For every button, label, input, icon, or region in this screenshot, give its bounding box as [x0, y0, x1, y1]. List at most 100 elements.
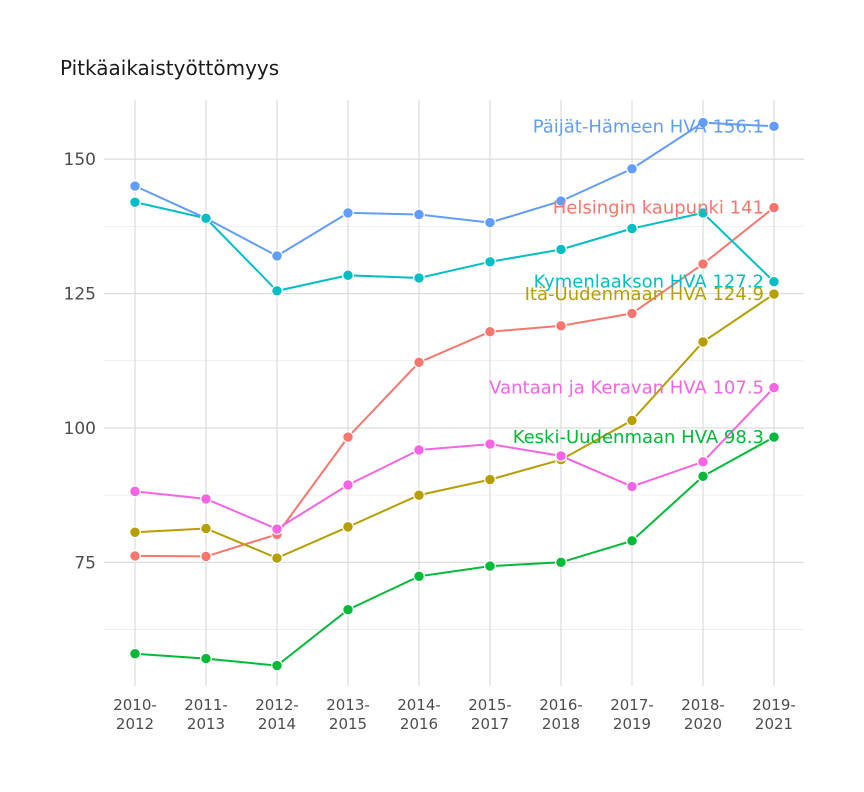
data-point-vantaan-ja-keravan-hva [626, 480, 638, 493]
data-point-keski-uudenmaan-hva [555, 556, 567, 569]
data-point-vantaan-ja-keravan-hva [200, 493, 212, 505]
data-point-paijat-hameen-hva [555, 195, 567, 207]
y-tick-label: 75 [74, 553, 96, 573]
x-tick-label: 2010- [113, 696, 157, 714]
data-point-keski-uudenmaan-hva [768, 431, 780, 443]
series-line-keski-uudenmaan-hva [134, 436, 775, 667]
x-tick-label: 2014- [397, 696, 441, 714]
data-point-ita-uudenmaan-hva [129, 526, 141, 539]
data-point-keski-uudenmaan-hva [697, 470, 709, 483]
data-point-keski-uudenmaan-hva [484, 560, 496, 573]
x-tick-label: 2020 [684, 715, 722, 733]
data-point-keski-uudenmaan-hva [626, 534, 638, 547]
x-tick-label: 2011- [184, 696, 228, 714]
data-point-helsingin-kaupunki [413, 356, 425, 369]
y-tick-label: 100 [64, 419, 96, 439]
y-axis-ticks: 75 100 125 150 [64, 150, 96, 573]
data-point-vantaan-ja-keravan-hva [768, 381, 780, 394]
series-line-paijat-hameen-hva [134, 121, 775, 258]
data-point-helsingin-kaupunki [342, 431, 354, 443]
data-point-kymenlaakson-hva [555, 243, 567, 256]
chart-title: Pitkäaikaistyöttömyys [60, 56, 280, 80]
data-point-keski-uudenmaan-hva [413, 570, 425, 583]
data-point-paijat-hameen-hva [342, 206, 354, 219]
data-point-vantaan-ja-keravan-hva [697, 455, 709, 468]
data-point-vantaan-ja-keravan-hva [555, 450, 567, 462]
data-point-keski-uudenmaan-hva [342, 603, 354, 616]
y-tick-label: 150 [64, 150, 96, 170]
data-point-paijat-hameen-hva [626, 162, 638, 175]
data-point-paijat-hameen-hva [271, 250, 283, 262]
data-point-vantaan-ja-keravan-hva [342, 479, 354, 491]
x-tick-label: 2014 [258, 715, 296, 733]
series-label-helsingin-kaupunki: Helsingin kaupunki 141 [553, 198, 764, 219]
series-points [129, 116, 780, 672]
data-point-ita-uudenmaan-hva [271, 552, 283, 564]
data-point-helsingin-kaupunki [555, 319, 567, 332]
data-point-ita-uudenmaan-hva [768, 288, 780, 300]
x-tick-label: 2016 [400, 715, 438, 733]
data-point-kymenlaakson-hva [271, 284, 283, 297]
x-tick-label: 2019 [613, 715, 651, 733]
data-point-ita-uudenmaan-hva [200, 522, 212, 535]
data-point-kymenlaakson-hva [342, 269, 354, 282]
data-point-ita-uudenmaan-hva [342, 520, 354, 533]
data-point-vantaan-ja-keravan-hva [271, 523, 283, 535]
data-point-vantaan-ja-keravan-hva [413, 444, 425, 456]
data-point-helsingin-kaupunki [200, 550, 212, 563]
series-line-helsingin-kaupunki [134, 206, 775, 558]
data-point-helsingin-kaupunki [768, 201, 780, 214]
y-tick-label: 125 [64, 285, 96, 305]
data-point-keski-uudenmaan-hva [200, 652, 212, 665]
data-point-helsingin-kaupunki [626, 307, 638, 320]
x-tick-label: 2021 [755, 715, 793, 733]
series-line-vantaan-ja-keravan-hva [134, 386, 775, 531]
data-point-keski-uudenmaan-hva [129, 647, 141, 660]
data-point-paijat-hameen-hva [129, 180, 141, 192]
x-tick-label: 2015 [329, 715, 367, 733]
data-point-kymenlaakson-hva [626, 222, 638, 235]
series-label-keski-uudenmaan-hva: Keski-Uudenmaan HVA 98.3 [513, 427, 764, 448]
data-point-vantaan-ja-keravan-hva [484, 438, 496, 450]
data-point-kymenlaakson-hva [768, 275, 780, 288]
series-line-ita-uudenmaan-hva [134, 293, 775, 560]
data-point-kymenlaakson-hva [697, 206, 709, 219]
x-tick-label: 2019- [752, 696, 796, 714]
data-point-helsingin-kaupunki [484, 325, 496, 338]
x-tick-label: 2012 [116, 715, 154, 733]
data-point-vantaan-ja-keravan-hva [129, 485, 141, 498]
series-lines [134, 121, 775, 667]
data-point-kymenlaakson-hva [413, 272, 425, 284]
data-point-paijat-hameen-hva [413, 208, 425, 221]
data-point-paijat-hameen-hva [697, 116, 709, 129]
data-point-kymenlaakson-hva [129, 196, 141, 209]
x-tick-label: 2018- [681, 696, 725, 714]
x-tick-label: 2013- [326, 696, 370, 714]
data-point-paijat-hameen-hva [484, 216, 496, 229]
x-tick-label: 2012- [255, 696, 299, 714]
x-tick-label: 2017- [610, 696, 654, 714]
x-tick-label: 2017 [471, 715, 509, 733]
series-line-kymenlaakson-hva [134, 201, 775, 292]
x-axis-ticks: 2010-2012 2011-2013 2012-2014 2013-2015 2014… [113, 696, 796, 733]
data-point-kymenlaakson-hva [484, 255, 496, 268]
data-point-ita-uudenmaan-hva [697, 336, 709, 348]
data-point-helsingin-kaupunki [697, 258, 709, 270]
data-point-ita-uudenmaan-hva [626, 414, 638, 427]
x-tick-label: 2015- [468, 696, 512, 714]
data-point-ita-uudenmaan-hva [413, 489, 425, 502]
x-tick-label: 2016- [539, 696, 583, 714]
series-label-vantaan-ja-keravan-hva: Vantaan ja Keravan HVA 107.5 [489, 378, 764, 399]
series-label-paijat-hameen-hva: Päijät-Hämeen HVA 156.1 [533, 116, 764, 137]
data-point-paijat-hameen-hva [768, 120, 780, 133]
x-tick-label: 2013 [187, 715, 225, 733]
data-point-helsingin-kaupunki [129, 549, 141, 562]
data-point-kymenlaakson-hva [200, 212, 212, 225]
x-tick-label: 2018 [542, 715, 580, 733]
series-label-ita-uudenmaan-hva: Itä-Uudenmaan HVA 124.9 [525, 284, 764, 305]
data-point-keski-uudenmaan-hva [271, 659, 283, 672]
data-point-ita-uudenmaan-hva [484, 473, 496, 486]
series-labels: Päijät-Hämeen HVA 156.1 Helsingin kaupunk… [489, 116, 764, 448]
series-label-kymenlaakson-hva: Kymenlaakson HVA 127.2 [534, 272, 764, 293]
